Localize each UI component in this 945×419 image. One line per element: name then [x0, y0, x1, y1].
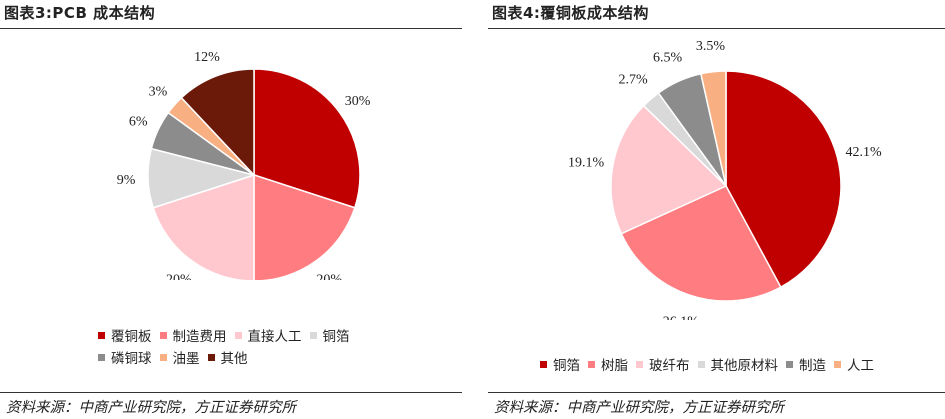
legend-item-覆铜板: 覆铜板	[98, 325, 152, 345]
data-label-制造费用: 20%	[316, 273, 342, 280]
legend-swatch	[588, 360, 595, 368]
data-label-直接人工: 20%	[166, 273, 192, 280]
ccl-cost-panel: 图表4:覆铜板成本结构 42.1%26.1%19.1%2.7%6.5%3.5% …	[488, 0, 945, 419]
legend-swatch	[207, 353, 215, 361]
legend-swatch	[697, 360, 705, 368]
data-label-树脂: 26.1%	[663, 315, 700, 320]
pie-slice-玻纤布	[610, 104, 728, 235]
legend-swatch	[98, 331, 105, 339]
data-label-磷铜球: 6%	[129, 115, 148, 130]
pie-slice-铜箔	[725, 70, 842, 289]
legend-item-铜箔: 铜箔	[540, 354, 580, 374]
legend-item-人工: 人工	[834, 354, 874, 374]
title-divider	[0, 28, 462, 29]
legend-item-油墨: 油墨	[159, 347, 200, 367]
data-label-人工: 3.5%	[696, 39, 726, 54]
pie-slice-制造费用	[253, 173, 356, 280]
legend-item-磷铜球: 磷铜球	[98, 347, 152, 367]
legend-swatch	[786, 360, 793, 368]
legend-swatch	[159, 331, 167, 339]
data-label-制造: 6.5%	[653, 51, 683, 66]
legend-item-其他原材料: 其他原材料	[697, 354, 779, 374]
legend-row: 磷铜球 油墨 其他	[98, 346, 358, 368]
ccl-pie-chart: 42.1% 26.1% 19.1% 2.7% 6.5% 3.5%	[568, 39, 883, 320]
legend-label: 玻纤布	[649, 358, 690, 374]
pie-slice-人工	[700, 70, 727, 187]
pcb-legend: 覆铜板 制造费用 直接人工 铜箔磷铜球 油墨 其他	[98, 324, 358, 368]
legend-item-制造: 制造	[786, 354, 826, 374]
legend-label: 制造费用	[172, 329, 227, 345]
data-label-油墨: 3%	[149, 84, 168, 99]
legend-label: 铜箔	[553, 358, 580, 374]
data-label-其他原材料: 2.7%	[619, 73, 649, 88]
pie-slice-覆铜板	[253, 68, 361, 209]
data-label-铜箔: 42.1%	[846, 145, 883, 160]
data-label-其他: 12%	[194, 50, 220, 65]
legend-swatch	[834, 360, 841, 368]
source-note: 资料来源：中商产业研究院，方正证券研究所	[6, 400, 296, 416]
legend-label: 磷铜球	[111, 351, 152, 367]
legend-label: 树脂	[601, 358, 628, 374]
chart-title: 图表4:覆铜板成本结构	[492, 4, 649, 22]
pie-slice-其他	[180, 68, 255, 177]
source-divider	[488, 392, 945, 393]
legend-label: 铜箔	[322, 329, 350, 345]
legend-item-制造费用: 制造费用	[159, 325, 227, 345]
legend-item-树脂: 树脂	[588, 354, 628, 374]
legend-label: 人工	[847, 358, 874, 374]
legend-item-直接人工: 直接人工	[234, 325, 302, 345]
data-label-玻纤布: 19.1%	[568, 156, 605, 171]
pcb-cost-panel: 图表3:PCB 成本结构 30% 20% 20% 9% 6% 3% 12% 覆铜板 制造费用 直…	[0, 0, 462, 419]
source-note: 资料来源：中商产业研究院，方正证券研究所	[494, 400, 784, 416]
pie-slice-直接人工	[152, 173, 255, 280]
title-divider	[488, 28, 945, 29]
legend-label: 直接人工	[247, 329, 302, 345]
legend-row: 覆铜板 制造费用 直接人工 铜箔	[98, 324, 358, 346]
ccl-legend: 铜箔 树脂 玻纤布 其他原材料 制造 人工	[540, 353, 882, 375]
legend-swatch	[540, 360, 547, 368]
pie-slice-树脂	[620, 185, 782, 302]
legend-label: 其他原材料	[710, 358, 779, 374]
legend-label: 其他	[220, 351, 248, 367]
legend-row: 铜箔 树脂 玻纤布 其他原材料 制造 人工	[540, 353, 882, 375]
legend-item-其他: 其他	[207, 347, 248, 367]
legend-swatch	[234, 331, 242, 339]
data-label-覆铜板: 30%	[345, 94, 371, 109]
data-label-铜箔: 9%	[117, 173, 136, 188]
chart-title: 图表3:PCB 成本结构	[4, 4, 156, 22]
legend-swatch	[309, 331, 317, 339]
source-divider	[0, 392, 462, 393]
legend-swatch	[98, 353, 105, 361]
legend-swatch	[636, 360, 643, 368]
legend-label: 制造	[799, 358, 826, 374]
legend-label: 油墨	[172, 351, 200, 367]
legend-label: 覆铜板	[111, 329, 152, 345]
pcb-pie-chart: 30% 20% 20% 9% 6% 3% 12%	[117, 50, 371, 280]
legend-item-铜箔: 铜箔	[309, 325, 350, 345]
legend-swatch	[159, 353, 167, 361]
legend-item-玻纤布: 玻纤布	[636, 354, 690, 374]
